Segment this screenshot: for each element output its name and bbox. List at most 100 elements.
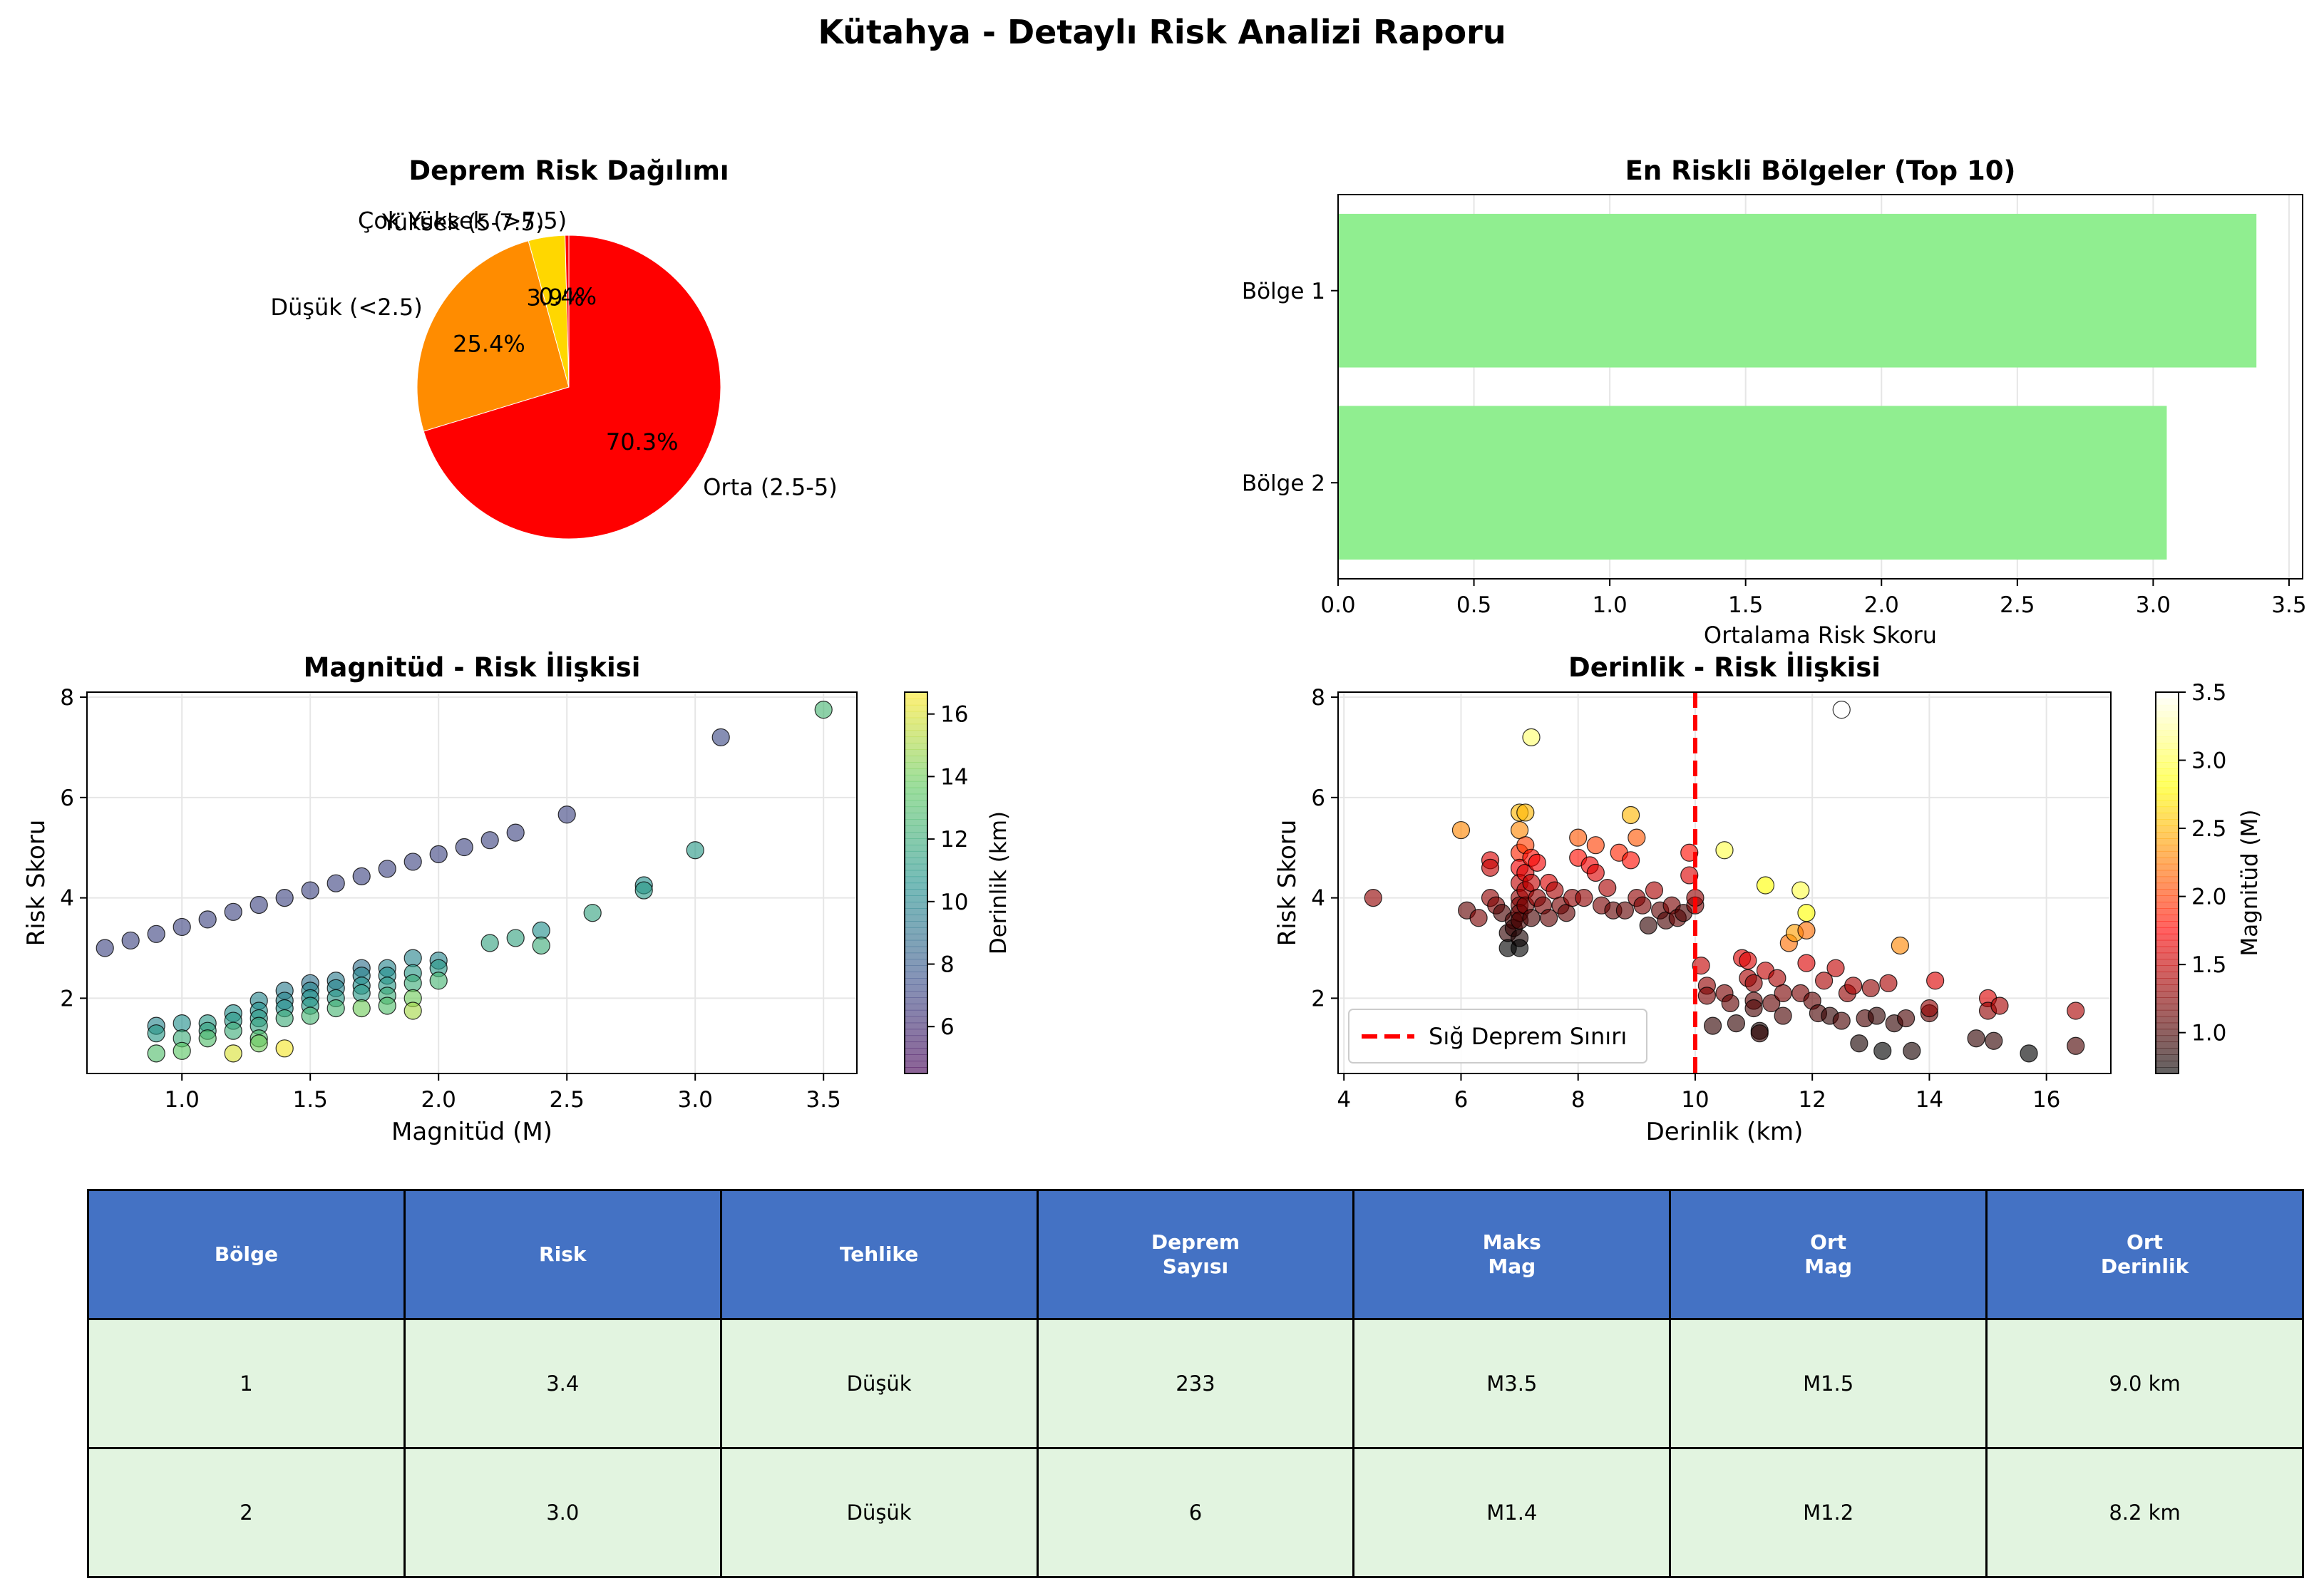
colorbar-segment [2156, 857, 2179, 865]
colorbar-segment [2156, 743, 2179, 750]
data-point [147, 1024, 165, 1043]
colorbar-segment [905, 717, 927, 725]
table-cell: 1 [87, 1318, 406, 1449]
y-axis-label: Risk Skoru [22, 820, 51, 947]
data-point [198, 1029, 217, 1048]
colorbar-segment [2156, 1061, 2179, 1068]
data-point [352, 867, 371, 885]
colorbar-segment [2156, 762, 2179, 769]
data-point [327, 874, 345, 892]
data-point [1750, 1024, 1769, 1043]
header-region: Bölge [87, 1189, 406, 1320]
data-point [1633, 896, 1652, 915]
plot-frame [86, 691, 858, 1074]
colorbar-segment [905, 704, 927, 712]
colorbar-segment [905, 978, 927, 985]
colorbar-segment [905, 1035, 927, 1043]
colorbar-segment [905, 857, 927, 865]
colorbar-segment [905, 959, 927, 967]
colorbar-tick-label: 14 [940, 764, 968, 790]
data-point [1826, 959, 1845, 977]
colorbar-segment [905, 1067, 927, 1074]
colorbar-segment [2156, 876, 2179, 884]
table-cell: M1.2 [1669, 1447, 1988, 1578]
colorbar-segment [905, 749, 927, 756]
data-point [147, 1044, 165, 1063]
data-point [1867, 1006, 1886, 1025]
data-point [1727, 1014, 1746, 1033]
data-point [198, 910, 217, 929]
colorbar-segment [2156, 1067, 2179, 1074]
colorbar-segment [2156, 838, 2179, 845]
data-point [2067, 1001, 2085, 1020]
y-tick-label: 2 [60, 986, 74, 1011]
data-point [1844, 977, 1863, 995]
depth-risk-scatter-chart: Derinlik - Risk İlişkisi Sığ Deprem Sınır… [1273, 652, 2263, 1146]
data-point [1774, 984, 1792, 1002]
colorbar-segment [2156, 965, 2179, 972]
data-point [327, 999, 345, 1018]
colorbar-segment [905, 915, 927, 922]
data-point [1762, 994, 1781, 1013]
colorbar-segment [2156, 1016, 2179, 1024]
data-point [378, 860, 396, 878]
data-point [301, 881, 319, 900]
data-point [403, 1001, 422, 1020]
data-point [1522, 728, 1541, 746]
data-point [1575, 889, 1593, 907]
colorbar-segment [905, 895, 927, 902]
colorbar-segment [2156, 952, 2179, 960]
header-risk: Risk [403, 1189, 722, 1320]
colorbar-segment [2156, 921, 2179, 928]
pie-label: Düşük (<2.5) [270, 294, 422, 321]
data-point [1622, 851, 1640, 870]
colorbar-tick-label: 16 [940, 702, 968, 728]
colorbar-segment [905, 863, 927, 871]
data-point [1522, 909, 1541, 927]
colorbar-segment [905, 845, 927, 852]
header-avg-mag: Ort Mag [1669, 1189, 1988, 1320]
data-point [480, 831, 499, 850]
y-tick-label: Bölge 2 [1242, 470, 1325, 496]
colorbar-segment [905, 946, 927, 954]
data-point [224, 902, 242, 921]
data-point [147, 925, 165, 943]
x-tick-label: 3.0 [2136, 592, 2171, 618]
data-point [532, 936, 550, 955]
table-cell: M1.5 [1669, 1318, 1988, 1449]
colorbar-segment [905, 768, 927, 776]
colorbar-segment [2156, 724, 2179, 731]
y-tick-label: 8 [1311, 685, 1325, 711]
x-axis-label: Magnitüd (M) [391, 1118, 552, 1146]
colorbar-segment [905, 774, 927, 782]
data-point [275, 1039, 294, 1058]
x-tick-label: 12 [1798, 1087, 1826, 1113]
colorbar-segment [905, 800, 927, 808]
table-cell: M1.4 [1352, 1447, 1672, 1578]
data-point [275, 1009, 294, 1028]
colorbar-segment [2156, 863, 2179, 871]
colorbar-segment [2156, 845, 2179, 852]
colorbar-segment [2156, 692, 2179, 699]
scatter-title: Magnitüd - Risk İlişkisi [304, 652, 641, 683]
x-tick-label: 2.5 [550, 1087, 585, 1113]
x-tick-label: 8 [1571, 1087, 1585, 1113]
colorbar-segment [2156, 793, 2179, 801]
header-quake-count: Deprem Sayısı [1036, 1189, 1355, 1320]
x-tick-label: 1.0 [165, 1087, 200, 1113]
colorbar-segment [905, 1016, 927, 1024]
colorbar-segment [2156, 915, 2179, 922]
data-point [378, 997, 396, 1015]
data-point [1985, 1031, 2003, 1050]
plot-frame [1337, 194, 2303, 580]
scatter-title: Derinlik - Risk İlişkisi [1568, 652, 1881, 683]
colorbar-segment [2156, 1035, 2179, 1043]
bar-chart-title: En Riskli Bölgeler (Top 10) [1625, 155, 2016, 186]
colorbar-segment [905, 1054, 927, 1061]
colorbar-segment [2156, 806, 2179, 814]
x-tick-label: 16 [2032, 1087, 2060, 1113]
data-point [1703, 1016, 1722, 1035]
colorbar-segment [905, 921, 927, 928]
colorbar-tick-label: 3.0 [2191, 748, 2226, 774]
colorbar-segment [905, 832, 927, 839]
